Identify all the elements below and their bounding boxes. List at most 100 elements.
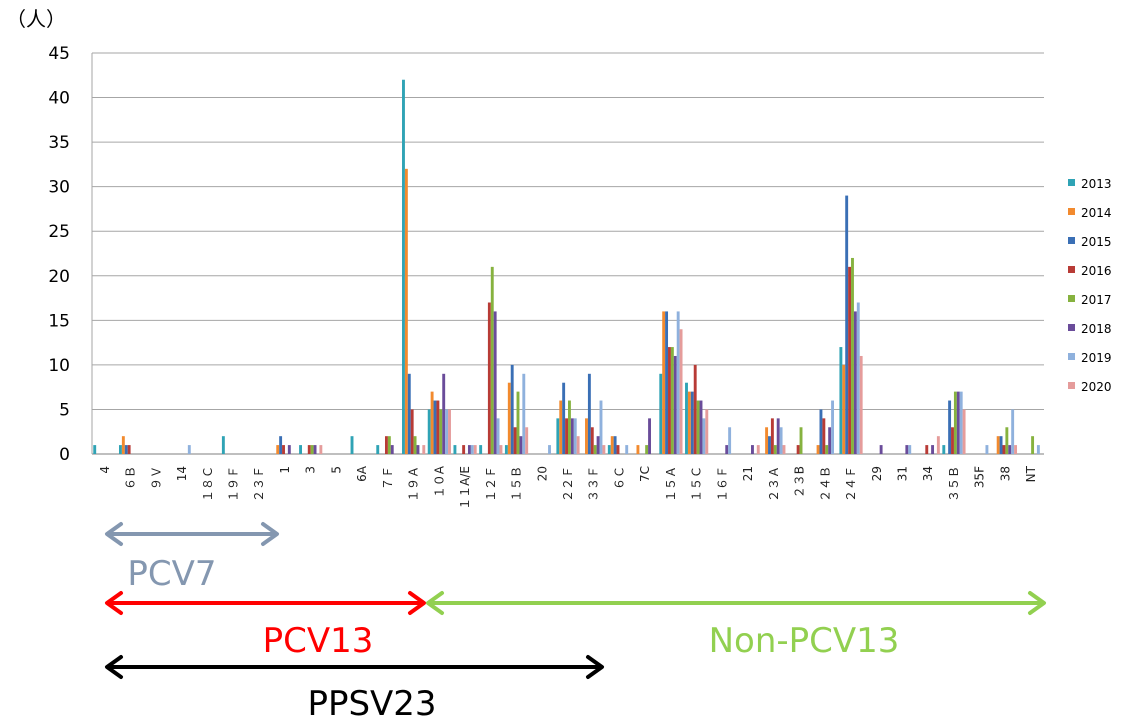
bar-2019-20	[548, 445, 551, 454]
bar-2013-15C	[685, 382, 688, 454]
bar-2015-22F	[562, 382, 566, 454]
x-tick-label: １６Ｆ	[715, 466, 729, 502]
bar-2018-22F	[570, 418, 574, 454]
y-tick-label: 35	[48, 133, 70, 153]
bar-2016-19A	[410, 409, 414, 454]
x-tick-label: NT	[1024, 465, 1038, 482]
bar-2018-15B	[519, 436, 523, 454]
bar-2016-33F	[590, 427, 594, 454]
x-tick-label: ７Ｆ	[381, 466, 395, 490]
bar-2014-1	[276, 445, 280, 454]
legend-swatch-2014	[1068, 208, 1075, 215]
bar-2018-12F	[493, 311, 497, 454]
bar-2020-21	[756, 445, 760, 454]
ppsv23-arrow	[105, 655, 604, 679]
x-tick-label: ６Ｃ	[612, 466, 626, 490]
x-axis-ticks: 4 ６Ｂ ９Ｖ 14 １８Ｃ １９Ｆ ２３Ｆ 1 3 5 6A ７Ｆ １９Ａ １０A １１A/E １２Ｆ １５Ｂ…	[98, 465, 1038, 510]
legend-swatch-2019	[1068, 353, 1075, 360]
bar-2015-33F	[587, 373, 591, 454]
bar-2016-22F	[565, 418, 568, 454]
y-tick-label: 40	[48, 89, 70, 109]
legend-swatch-2017	[1068, 295, 1075, 302]
bar-2019-33F	[599, 400, 603, 454]
bar-2018-34	[931, 445, 935, 454]
x-tick-label: 20	[535, 466, 549, 481]
bar-2015-15A	[665, 311, 669, 454]
bar-2018-10A	[442, 373, 446, 454]
bar-2014-19A	[404, 168, 408, 454]
bar-2019-35F	[985, 445, 989, 454]
x-tick-label: 7C	[638, 466, 652, 482]
legend-swatch-2015	[1068, 237, 1075, 244]
legend-swatch-2018	[1068, 324, 1075, 331]
y-tick-label: 25	[48, 222, 70, 242]
bar-2016-10A	[436, 400, 440, 454]
ppsv23-label: PPSV23	[307, 684, 436, 723]
bar-2017-15A	[670, 347, 674, 454]
x-tick-label: ３３Ｆ	[587, 466, 601, 502]
legend-label-2013: 2013	[1081, 177, 1112, 191]
x-tick-label: １９Ａ	[407, 466, 421, 502]
bar-2017-NT	[1031, 436, 1035, 454]
bar-2019-15C	[702, 418, 706, 454]
bar-2016-12F	[487, 302, 491, 454]
x-tick-label: 5	[329, 466, 343, 474]
bar-2016-23A	[770, 418, 774, 454]
x-tick-label: ２４Ｆ	[844, 466, 858, 502]
bar-2014-15C	[687, 391, 691, 454]
bar-2013-12F	[479, 445, 483, 454]
bar-2020-10A	[448, 409, 451, 454]
bar-2017-24B	[825, 445, 829, 454]
bar-2018-19A	[416, 445, 420, 454]
bar-2020-24F	[859, 355, 863, 454]
bar-2016-24F	[848, 266, 852, 454]
bar-2019-15A	[676, 311, 680, 454]
bar-2013-19A	[402, 79, 405, 454]
x-tick-label: 3	[304, 466, 318, 474]
bar-2014-24F	[842, 364, 846, 454]
bar-2016-7F	[384, 436, 388, 454]
legend-label-2019: 2019	[1081, 351, 1112, 365]
bar-2016-23B	[796, 445, 800, 454]
y-tick-label: 20	[48, 267, 70, 287]
y-axis-unit-label: （人）	[6, 7, 66, 31]
gridlines	[91, 52, 1044, 455]
bar-2019-11A/E	[470, 445, 474, 454]
bar-2016-34	[925, 445, 929, 454]
bar-2015-35B	[948, 400, 952, 454]
bar-2017-23A	[773, 445, 777, 454]
y-axis-ticks: 0 5 10 15 20 25 30 35 40 45	[48, 44, 70, 465]
bar-2020-38	[1014, 445, 1018, 454]
vaccine-group-arrows: PCV7 PCV13 Non-PCV13 PPSV23	[105, 522, 1046, 723]
non-pcv13-label: Non-PCV13	[709, 621, 900, 661]
bar-2015-19A	[407, 373, 411, 454]
bar-2013-24F	[839, 347, 843, 454]
legend-label-2017: 2017	[1081, 293, 1112, 307]
bar-2014-22F	[559, 400, 563, 454]
y-tick-label: 30	[48, 178, 70, 198]
bar-2014-38	[996, 436, 1000, 454]
bar-2020-34	[936, 436, 940, 454]
bar-2015-10A	[433, 400, 437, 454]
pcv7-arrow	[105, 522, 279, 546]
legend-swatch-2013	[1068, 179, 1075, 186]
x-tick-label: 21	[741, 466, 755, 481]
x-tick-label: １５Ａ	[664, 466, 678, 502]
y-tick-label: 5	[59, 400, 70, 420]
bar-2017-24F	[851, 257, 854, 454]
bar-2018-35B	[956, 391, 960, 454]
x-tick-label: １０A	[432, 465, 446, 498]
bar-2017-15B	[516, 391, 520, 454]
bar-2017-12F	[490, 266, 494, 454]
bar-2020-19A	[422, 445, 426, 454]
x-tick-label: １５Ｂ	[510, 466, 524, 502]
bar-2020-15B	[525, 427, 529, 454]
bar-2019-24F	[856, 302, 860, 454]
x-tick-label: １１A/E	[458, 466, 472, 510]
bar-2018-24B	[828, 427, 832, 454]
x-tick-label: ２３Ａ	[767, 466, 781, 502]
bar-2018-23A	[776, 418, 780, 454]
bar-2013-35B	[942, 445, 946, 454]
bar-2015-24F	[845, 195, 849, 455]
bar-2014-15B	[507, 382, 511, 454]
